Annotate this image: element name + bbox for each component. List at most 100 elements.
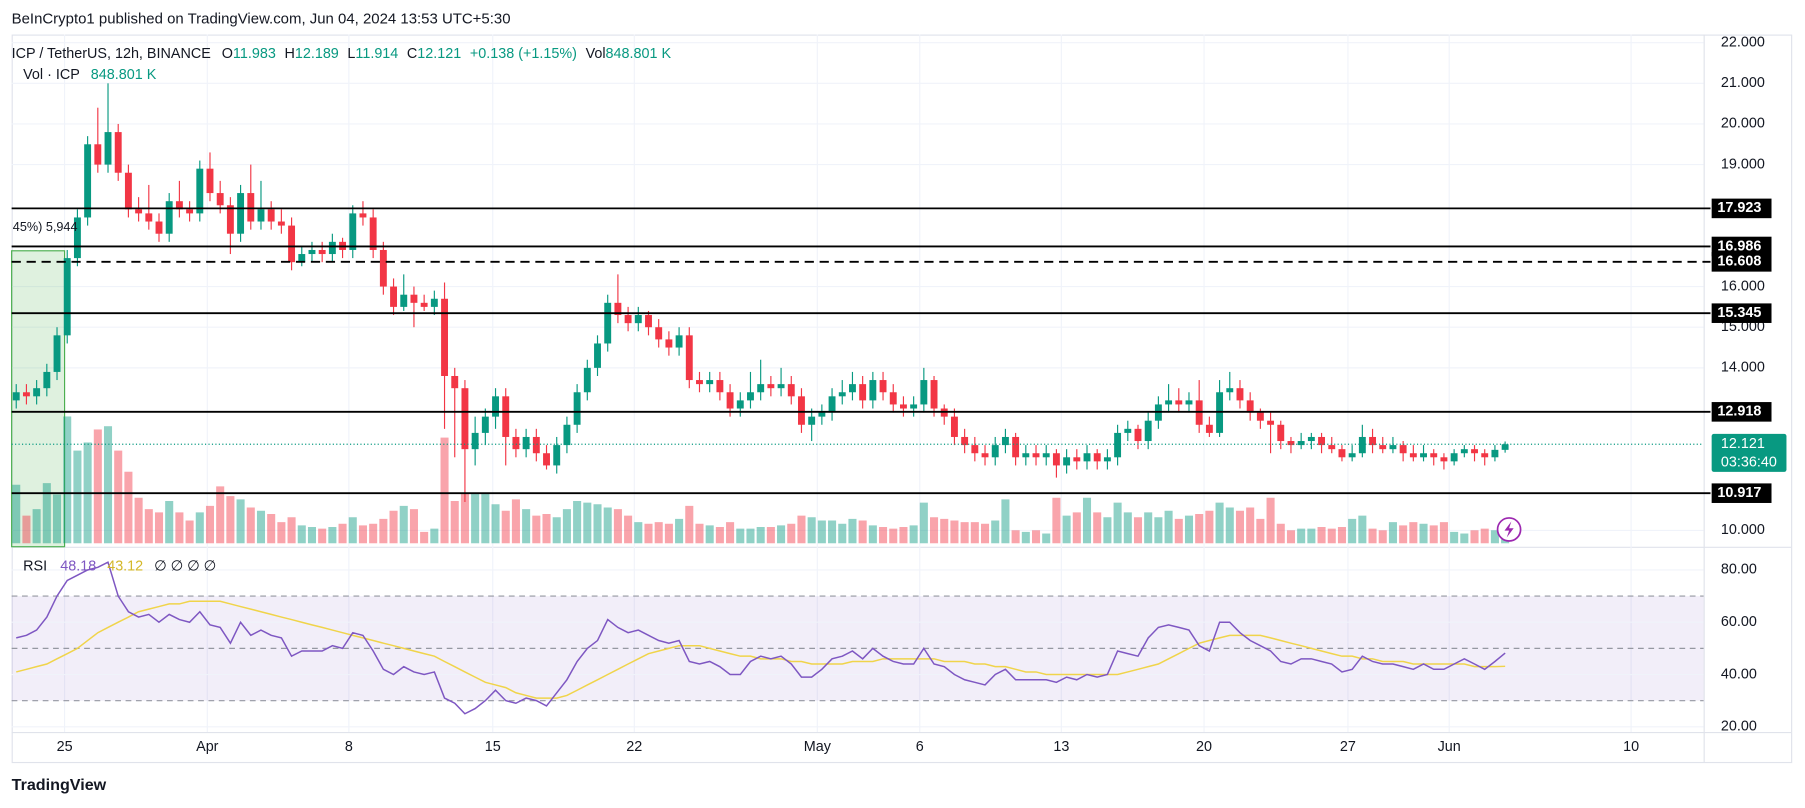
volume-bar — [950, 520, 959, 544]
candle-body — [573, 392, 581, 425]
candle-body — [1409, 453, 1417, 458]
candle-body — [73, 217, 81, 259]
volume-bar — [868, 525, 877, 544]
volume-bar — [481, 492, 490, 544]
volume-bar — [726, 522, 735, 544]
candle-body — [849, 384, 856, 393]
candle-body — [869, 380, 877, 401]
volume-bar — [838, 523, 847, 544]
volume-bar — [593, 504, 602, 544]
volume-bar — [797, 515, 806, 544]
candle-body — [726, 392, 734, 409]
volume-bar — [1388, 522, 1397, 544]
candle-body — [889, 392, 897, 405]
candle-body — [961, 436, 969, 446]
candle-body — [655, 327, 663, 340]
x-tick-label: 27 — [1340, 739, 1356, 755]
volume-bar — [1490, 530, 1499, 544]
volume-bar — [328, 527, 337, 544]
candle-body — [767, 384, 775, 389]
volume-bar — [1103, 517, 1112, 544]
volume-bar — [573, 501, 582, 544]
volume-bar — [226, 496, 235, 544]
candle-body — [1267, 420, 1275, 425]
candle-body — [1318, 436, 1326, 446]
candle-body — [359, 213, 367, 218]
legend-o: O — [222, 46, 233, 62]
candle-body — [971, 445, 979, 454]
volume-bar — [450, 501, 459, 544]
volume-bar — [1399, 525, 1408, 544]
volume-bar — [73, 450, 82, 544]
volume-bar — [1164, 510, 1173, 544]
candle-body — [910, 404, 918, 409]
candle-body — [696, 380, 703, 385]
candle-body — [1103, 457, 1111, 462]
volume-bar — [1429, 525, 1438, 544]
candle-body — [1491, 449, 1499, 458]
candle-body — [145, 213, 153, 222]
candle-body — [155, 221, 163, 234]
volume-bar — [22, 515, 31, 544]
candle-body — [543, 453, 550, 466]
candle-body — [1001, 436, 1009, 446]
y-tick-label: 15.000 — [1721, 319, 1765, 335]
volume-bar — [552, 517, 561, 544]
candle-body — [798, 396, 805, 425]
y-tick-label: 20.000 — [1721, 116, 1765, 132]
candle-body — [216, 193, 224, 206]
volume-bar — [12, 484, 21, 544]
candle-body — [430, 298, 438, 307]
candle-body — [1440, 457, 1448, 462]
alert-bolt[interactable] — [1504, 521, 1514, 538]
candle-body — [328, 241, 336, 255]
candle-body — [716, 380, 724, 393]
volume-bar — [1235, 510, 1245, 544]
volume-bar — [899, 527, 908, 544]
volume-bar — [664, 523, 673, 544]
marks — [11, 83, 1711, 715]
volume-bar — [1154, 517, 1163, 544]
candle-body — [22, 392, 30, 397]
volume-bar — [175, 512, 184, 544]
volume-bar — [1001, 499, 1010, 544]
volume-bar — [1072, 512, 1081, 544]
volume-bar — [817, 520, 826, 544]
legend-l-value: 11.914 — [355, 46, 398, 62]
volume-bar — [216, 486, 225, 544]
volume-bar — [1082, 497, 1092, 544]
alert-icon[interactable] — [1496, 517, 1522, 542]
volume-bar — [1348, 518, 1357, 544]
candle-body — [288, 225, 296, 263]
volume-bar — [369, 523, 378, 544]
volume-bar — [32, 509, 41, 544]
candle-body — [196, 168, 204, 214]
volume-bar — [1327, 528, 1336, 544]
volume-bar — [1450, 531, 1459, 544]
volume-bar — [1133, 517, 1143, 544]
candle-body — [1369, 436, 1376, 446]
level-label-box — [1711, 402, 1772, 422]
legend-vol: Vol — [586, 46, 606, 62]
level-label: 17.923 — [1717, 200, 1761, 216]
rsi-tick-label: 20.00 — [1721, 719, 1757, 735]
candle-body — [685, 335, 693, 381]
candle-body — [634, 315, 642, 324]
candle-body — [226, 205, 234, 234]
volume-bar — [297, 525, 306, 544]
volume-bar — [134, 497, 143, 544]
candle-body — [135, 209, 143, 214]
candle-body — [1165, 400, 1173, 405]
candle-body — [1144, 420, 1152, 442]
volume-bar — [154, 512, 164, 544]
volume-bar — [1297, 528, 1306, 544]
volume-bar — [828, 520, 837, 544]
volume-bar — [195, 512, 204, 544]
volume-bar — [1317, 527, 1326, 544]
candle-body — [828, 396, 836, 413]
volume-bar — [1042, 533, 1051, 544]
volume-bar — [970, 522, 979, 544]
candle-body — [920, 380, 928, 405]
footer-logo: TradingView — [12, 776, 107, 794]
candle-body — [369, 217, 377, 250]
